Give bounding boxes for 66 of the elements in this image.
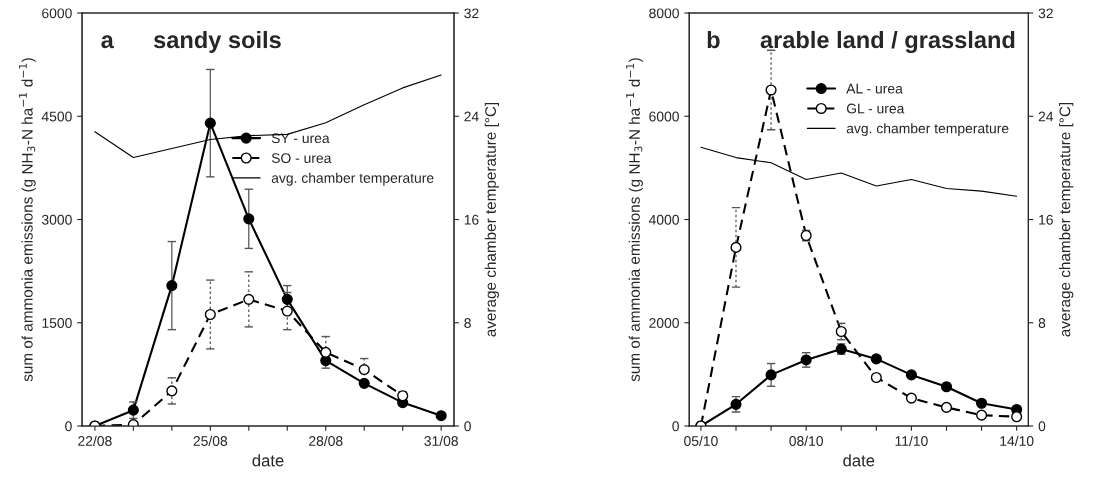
point bbox=[976, 409, 988, 421]
y2-tick-label: 16 bbox=[1039, 214, 1053, 225]
x-axis-title: date bbox=[843, 454, 875, 467]
y2-tick-label: 8 bbox=[1038, 318, 1046, 328]
y2-tick-label: 32 bbox=[1038, 8, 1053, 19]
y2-axis-title: average chamber temperature [°C] bbox=[484, 102, 499, 337]
point bbox=[1011, 411, 1023, 423]
x-tick-label: 31/08 bbox=[424, 435, 458, 446]
point bbox=[166, 385, 178, 397]
point bbox=[940, 401, 953, 413]
y-tick-label: 2000 bbox=[649, 318, 679, 328]
legend-label: SO - urea bbox=[271, 153, 332, 164]
point bbox=[976, 397, 988, 409]
point bbox=[204, 117, 216, 129]
legend-label: SY - urea bbox=[271, 133, 330, 144]
y-tick-label: 0 bbox=[65, 421, 72, 432]
point bbox=[243, 293, 255, 305]
y-tick-label: 4500 bbox=[41, 111, 72, 122]
text: a sandy soils bbox=[101, 30, 281, 53]
point bbox=[127, 404, 139, 416]
x-tick-label: 28/08 bbox=[309, 435, 343, 446]
y-tick-label: 8000 bbox=[649, 8, 679, 19]
y-tick-label: 1500 bbox=[42, 318, 72, 328]
x-tick-label: 14/10 bbox=[1000, 435, 1034, 446]
point bbox=[358, 364, 370, 376]
point bbox=[435, 410, 447, 422]
y2-tick-label: 0 bbox=[1038, 421, 1046, 432]
point bbox=[204, 308, 216, 321]
x-axis-title: date bbox=[252, 454, 284, 467]
y2-axis-title: average chamber temperature [°C] bbox=[1059, 102, 1074, 337]
y2-tick-label: 32 bbox=[464, 8, 479, 19]
point bbox=[358, 377, 370, 389]
point bbox=[281, 305, 293, 317]
y2-tick-label: 24 bbox=[1038, 111, 1054, 122]
legend-label: AL - urea bbox=[846, 83, 903, 94]
y2-tick-label: 0 bbox=[464, 421, 471, 432]
text: b arable land / grassland bbox=[707, 30, 1015, 54]
y-axis-title: sum of ammonia emissions (g NH$_{3}$-N ha$^{−1}$ d$^{−1}$) bbox=[18, 58, 36, 382]
point bbox=[730, 241, 742, 253]
y-tick-label: 6000 bbox=[649, 111, 679, 122]
y-tick-label: 0 bbox=[672, 421, 679, 432]
legend-label: avg. chamber temperature bbox=[271, 172, 434, 186]
x-tick-label: 22/08 bbox=[78, 435, 112, 446]
point bbox=[940, 381, 953, 393]
y2-tick-label: 8 bbox=[464, 318, 471, 328]
y-tick-label: 3000 bbox=[41, 214, 72, 225]
x-tick-label: 08/10 bbox=[789, 435, 823, 446]
point bbox=[765, 84, 777, 96]
point bbox=[870, 371, 882, 384]
y2-tick-label: 16 bbox=[464, 214, 479, 225]
point bbox=[166, 280, 178, 292]
legend-label: GL - urea bbox=[846, 103, 905, 114]
point bbox=[905, 392, 917, 404]
legend-label: avg. chamber temperature bbox=[846, 123, 1009, 137]
y-tick-label: 6000 bbox=[42, 8, 72, 19]
point bbox=[765, 369, 777, 381]
y-axis-title: sum of ammonia emissions (g NH$_{3}$-N ha$^{−1}$ d$^{−1}$) bbox=[626, 58, 643, 382]
y-tick-label: 4000 bbox=[648, 214, 679, 225]
x-tick-label: 11/10 bbox=[895, 435, 928, 446]
point bbox=[320, 346, 332, 358]
point bbox=[243, 213, 255, 225]
point bbox=[281, 293, 293, 305]
y2-tick-label: 24 bbox=[464, 111, 479, 122]
x-tick-label: 05/10 bbox=[684, 435, 718, 446]
point bbox=[905, 369, 917, 381]
x-tick-label: 25/08 bbox=[193, 435, 228, 446]
